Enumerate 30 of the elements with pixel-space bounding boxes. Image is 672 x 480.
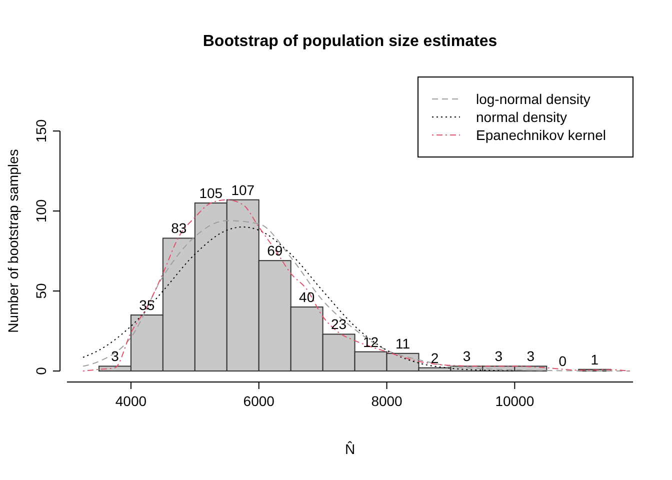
data-label: 1	[590, 351, 599, 368]
data-label: 40	[299, 289, 315, 305]
legend-label: Epanechnikov kernel	[476, 127, 606, 143]
x-tick-label: 4000	[115, 393, 147, 409]
data-label: 69	[267, 242, 283, 259]
data-label: 23	[331, 316, 347, 332]
y-tick-label: 0	[33, 366, 49, 375]
x-tick-label: 8000	[371, 393, 403, 409]
data-label: 12	[362, 334, 379, 350]
data-label: 2	[430, 350, 439, 366]
data-label: 3	[526, 348, 535, 364]
y-tick-label: 50	[33, 283, 49, 299]
y-axis-title: Number of bootstrap samples	[5, 149, 21, 333]
y-tick-label: 100	[33, 199, 49, 223]
y-tick-label: 150	[33, 119, 49, 143]
data-label: 35	[139, 297, 155, 313]
data-label: 11	[395, 335, 410, 352]
x-tick-label: 6000	[243, 393, 275, 409]
data-label: 83	[171, 220, 187, 236]
data-label: 107	[231, 182, 255, 198]
legend-label: normal density	[476, 109, 568, 125]
data-label: 3	[462, 348, 471, 364]
x-tick-label: 10000	[495, 393, 534, 409]
data-label: 3	[111, 348, 120, 364]
chart-title: Bootstrap of population size estimates	[202, 33, 498, 50]
x-axis-title: N̂	[344, 440, 356, 457]
data-label: 3	[494, 348, 503, 364]
data-label: 0	[558, 353, 567, 369]
data-label: 105	[199, 185, 223, 201]
legend-label: log-normal density	[476, 91, 590, 107]
